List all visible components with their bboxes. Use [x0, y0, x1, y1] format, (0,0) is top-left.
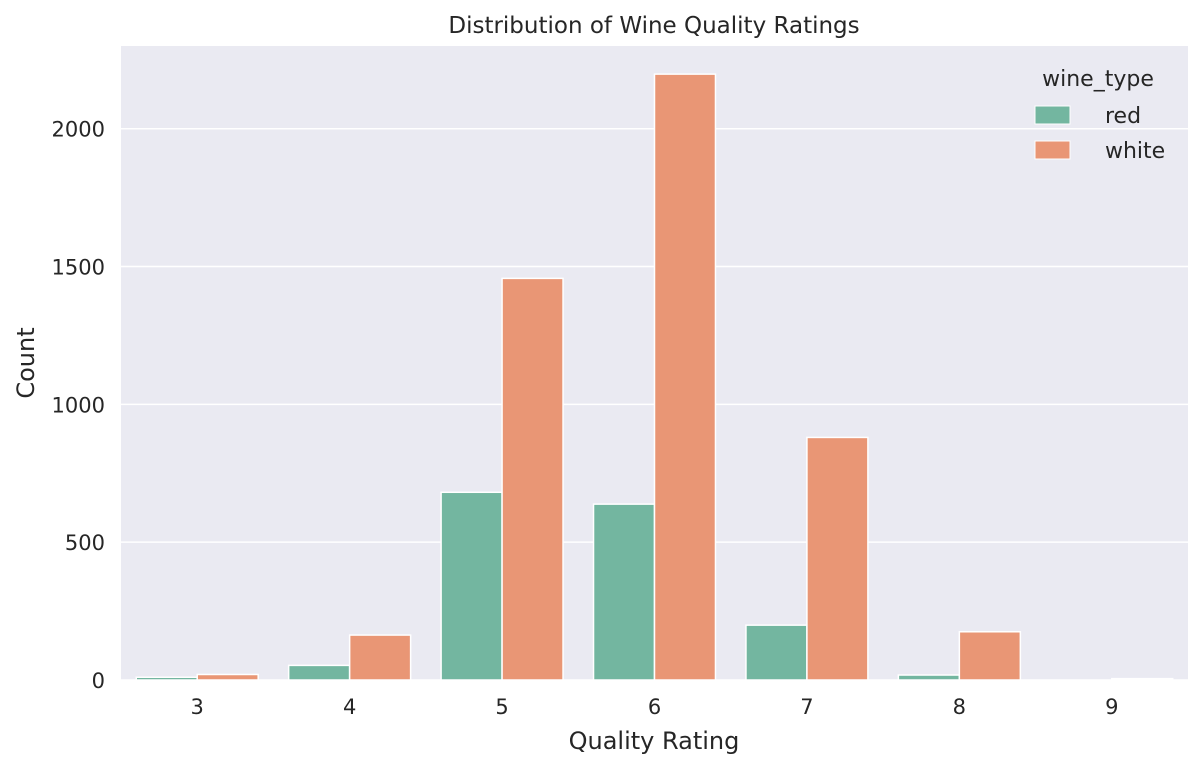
bar-white-7: [806, 436, 869, 681]
bar-red-7: [745, 624, 808, 681]
legend-title: wine_type: [1042, 67, 1154, 92]
legend-swatch-red: [1034, 105, 1071, 125]
x-tick-label: 4: [343, 695, 356, 719]
bar-red-3: [135, 676, 198, 681]
x-tick-label: 3: [191, 695, 204, 719]
x-tick-label: 9: [1105, 695, 1118, 719]
bar-white-8: [958, 631, 1022, 681]
x-axis-label: Quality Rating: [569, 727, 740, 755]
x-tick-label: 7: [800, 695, 813, 719]
x-tick-labels: 3 4 5 6 7 8 9: [191, 695, 1119, 719]
bar-white-5: [501, 277, 564, 681]
x-tick-label: 5: [495, 695, 508, 719]
y-tick-label: 500: [65, 531, 105, 555]
legend-label-white: white: [1105, 139, 1165, 164]
legend: wine_type red white: [1034, 67, 1165, 164]
bar-white-4: [348, 634, 412, 681]
y-axis-label: Count: [12, 327, 40, 398]
bar-red-4: [287, 664, 351, 681]
bar-white-3: [196, 673, 259, 681]
y-tick-labels: 0 500 1000 1500 2000: [52, 118, 105, 693]
bar-red-6: [592, 503, 656, 681]
bars: [135, 73, 1174, 681]
x-tick-label: 6: [648, 695, 661, 719]
y-tick-label: 0: [92, 669, 105, 693]
y-tick-label: 2000: [52, 118, 105, 142]
chart-title: Distribution of Wine Quality Ratings: [448, 13, 859, 39]
bar-red-8: [897, 674, 961, 681]
x-tick-label: 8: [953, 695, 966, 719]
bar-white-6: [653, 73, 717, 681]
y-tick-label: 1500: [52, 256, 105, 280]
bar-white-9: [1111, 677, 1174, 681]
legend-swatch-white: [1034, 140, 1071, 160]
y-tick-label: 1000: [52, 393, 105, 417]
bar-red-5: [440, 491, 503, 681]
legend-label-red: red: [1105, 104, 1141, 129]
